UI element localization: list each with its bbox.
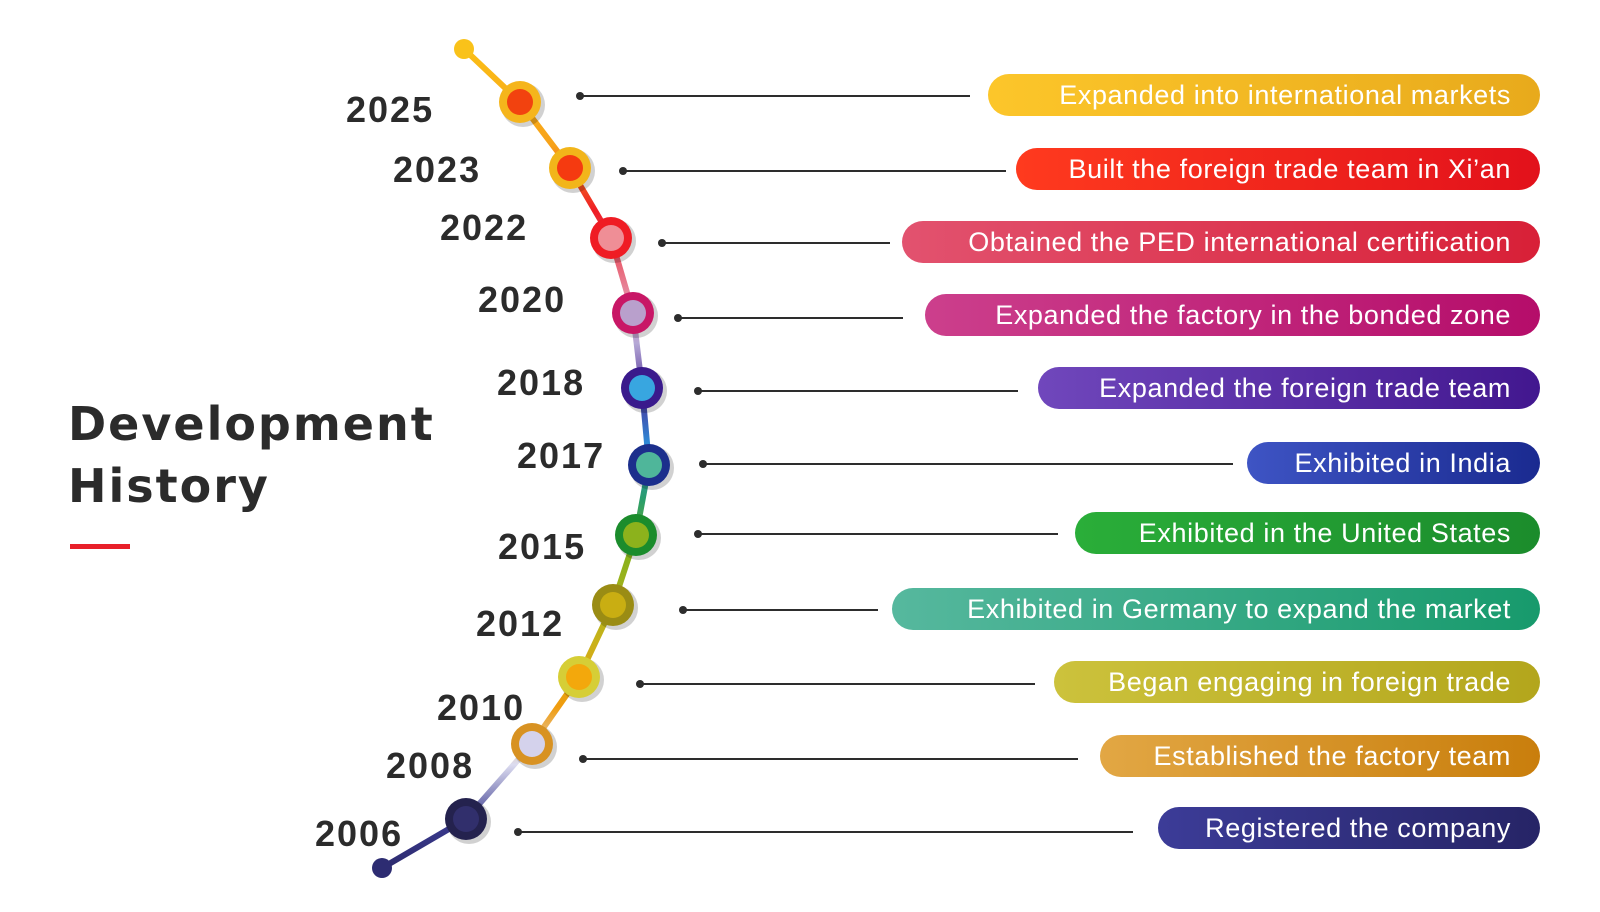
timeline-start-dot [454,39,474,59]
year-label: 2025 [346,89,435,130]
leader-line [658,239,890,246]
leader-line [576,92,970,99]
milestone-pill: Registered the company [1158,807,1540,849]
year-label: 2008 [386,745,475,786]
year-label: 2012 [476,603,565,644]
leader-line [579,755,1078,762]
milestone-pill: Began engaging in foreign trade [1054,661,1540,703]
leader-line [514,828,1133,835]
timeline-node-dot [629,375,655,401]
leader-line [674,314,903,321]
timeline-node-dot [598,225,624,251]
year-label: 2020 [478,279,567,320]
milestone-pill: Established the factory team [1100,735,1540,777]
page-title: Development History [68,393,435,517]
milestone-pill: Expanded into international markets [988,74,1540,116]
timeline-node-dot [507,89,533,115]
timeline-end-dot [372,858,392,878]
year-label: 2018 [497,362,586,403]
timeline-node-dot [566,664,592,690]
year-label: 2022 [440,207,529,248]
leader-line [636,680,1035,687]
timeline-node-dot [620,300,646,326]
timeline-node-dot [453,806,479,832]
timeline-node-dot [519,731,545,757]
milestone-pill: Exhibited in India [1247,442,1540,484]
year-label: 2015 [498,526,587,567]
leader-line [694,530,1058,537]
milestone-pill: Built the foreign trade team in Xi’an [1016,148,1540,190]
title-accent-bar [70,544,130,549]
year-label: 2023 [393,149,482,190]
milestone-pill: Obtained the PED international certifica… [902,221,1540,263]
milestone-pill: Expanded the foreign trade team [1038,367,1540,409]
title-line-1: Development [68,397,435,451]
year-label: 2010 [437,687,526,728]
leader-line [699,460,1233,467]
milestone-pill: Exhibited in Germany to expand the marke… [892,588,1540,630]
milestone-pill: Expanded the factory in the bonded zone [925,294,1540,336]
timeline-node-dot [623,522,649,548]
timeline-node-dot [636,452,662,478]
leader-line [694,387,1018,394]
year-label: 2017 [517,435,606,476]
timeline-node-dot [600,592,626,618]
leader-line [679,606,878,613]
title-line-2: History [68,459,270,513]
timeline-node-dot [557,155,583,181]
leader-line [619,167,1006,174]
milestone-pill: Exhibited in the United States [1075,512,1540,554]
year-label: 2006 [315,813,404,854]
